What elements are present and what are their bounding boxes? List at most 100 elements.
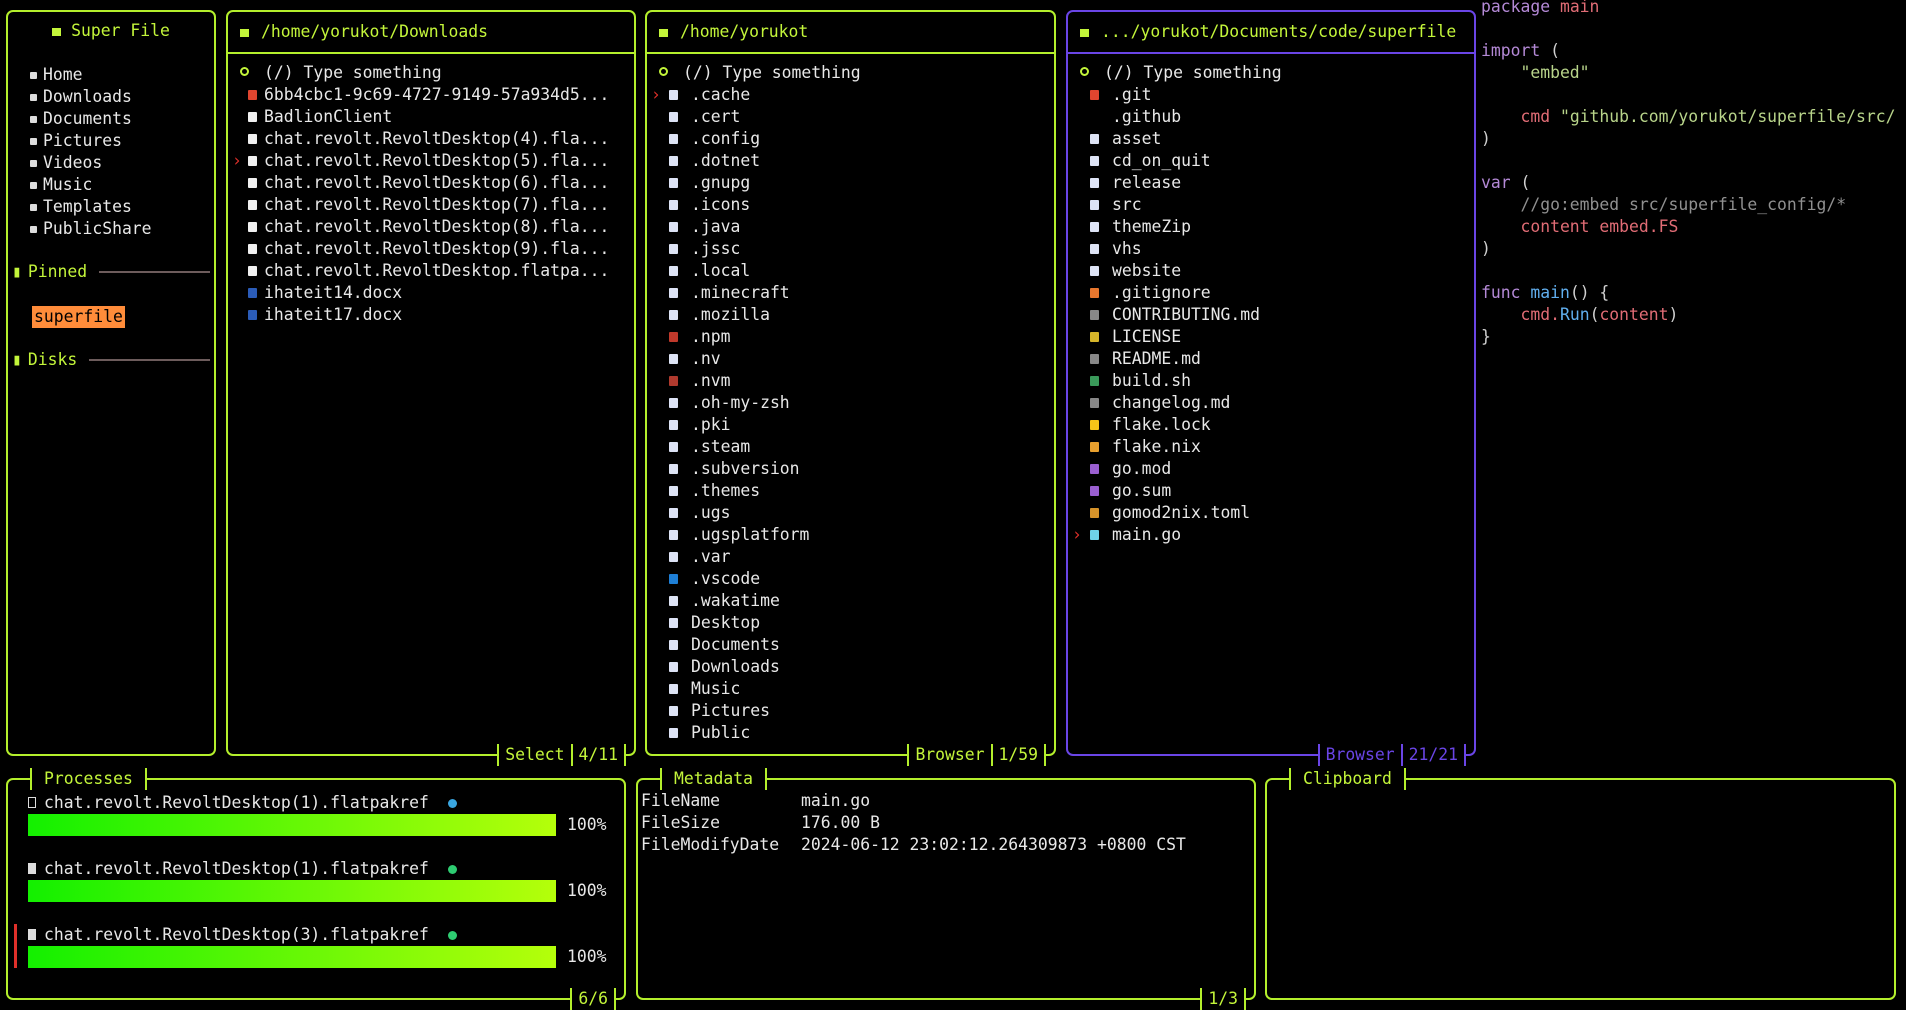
file-item[interactable]: changelog.md <box>1068 392 1474 414</box>
file-item[interactable]: flake.nix <box>1068 436 1474 458</box>
sidebar-item-home[interactable]: Home <box>8 64 214 86</box>
file-icon <box>1090 530 1099 540</box>
sidebar-item-documents[interactable]: Documents <box>8 108 214 130</box>
file-item[interactable]: chat.revolt.RevoltDesktop(8).fla... <box>228 216 634 238</box>
file-item[interactable]: › chat.revolt.RevoltDesktop(5).fla... <box>232 151 610 170</box>
file-item[interactable]: build.sh <box>1068 370 1474 392</box>
file-item[interactable]: .nvm <box>647 370 1054 392</box>
code-token: cmd <box>1481 107 1560 126</box>
file-item[interactable]: .pki <box>647 414 1054 436</box>
file-item[interactable]: CONTRIBUTING.md <box>1068 304 1474 326</box>
file-icon <box>669 90 678 100</box>
file-item[interactable]: .oh-my-zsh <box>647 392 1054 414</box>
file-item[interactable]: Public <box>647 722 1054 744</box>
file-item[interactable]: Desktop <box>647 612 1054 634</box>
file-item[interactable]: .nv <box>647 348 1054 370</box>
file-panel-superfile[interactable]: .../yorukot/Documents/code/superfile (/) … <box>1066 10 1476 766</box>
code-token: ( <box>1589 305 1600 324</box>
sidebar-item-videos[interactable]: Videos <box>8 152 214 174</box>
file-item[interactable]: themeZip <box>1068 216 1474 238</box>
sidebar-item-music[interactable]: Music <box>8 174 214 196</box>
file-item[interactable]: .var <box>647 546 1054 568</box>
code-line: cmd.Run(content) <box>1481 304 1895 326</box>
file-item[interactable]: chat.revolt.RevoltDesktop(9).fla... <box>228 238 634 260</box>
file-item[interactable]: .gnupg <box>647 172 1054 194</box>
file-item[interactable]: .local <box>647 260 1054 282</box>
file-item[interactable]: flake.lock <box>1068 414 1474 436</box>
panel-path: .../yorukot/Documents/code/superfile <box>1068 12 1474 54</box>
file-item[interactable]: .gitignore <box>1068 282 1474 304</box>
file-item[interactable]: Pictures <box>647 700 1054 722</box>
pinned-item[interactable]: superfile <box>32 306 125 328</box>
sidebar-item-pictures[interactable]: Pictures <box>8 130 214 152</box>
metadata-row: FileSize 176.00 B <box>641 812 880 834</box>
file-icon <box>669 156 678 166</box>
file-item[interactable]: .steam <box>647 436 1054 458</box>
file-icon <box>1090 134 1099 144</box>
file-icon <box>669 200 678 210</box>
file-item[interactable]: .subversion <box>647 458 1054 480</box>
paperclip-icon <box>30 204 37 211</box>
file-icon <box>669 376 678 386</box>
sidebar-item-label: Music <box>43 175 93 194</box>
search-input[interactable]: (/) Type something <box>1068 62 1474 84</box>
file-item[interactable]: .java <box>647 216 1054 238</box>
file-item[interactable]: chat.revolt.RevoltDesktop(4).fla... <box>228 128 634 150</box>
file-item[interactable]: .ugsplatform <box>647 524 1054 546</box>
file-item[interactable]: ihateit14.docx <box>228 282 634 304</box>
file-item[interactable]: chat.revolt.RevoltDesktop(7).fla... <box>228 194 634 216</box>
file-item[interactable]: go.mod <box>1068 458 1474 480</box>
file-item[interactable]: ihateit17.docx <box>228 304 634 326</box>
file-item[interactable]: src <box>1068 194 1474 216</box>
sidebar-item-templates[interactable]: Templates <box>8 196 214 218</box>
panel-mode[interactable]: Browser <box>907 744 993 766</box>
file-item[interactable]: .npm <box>647 326 1054 348</box>
file-item[interactable]: .mozilla <box>647 304 1054 326</box>
file-item[interactable]: website <box>1068 260 1474 282</box>
file-item[interactable]: cd_on_quit <box>1068 150 1474 172</box>
file-item[interactable]: Downloads <box>647 656 1054 678</box>
file-item[interactable]: .vscode <box>647 568 1054 590</box>
file-item[interactable]: .dotnet <box>647 150 1054 172</box>
file-item[interactable]: go.sum <box>1068 480 1474 502</box>
panel-mode[interactable]: Browser <box>1317 744 1403 766</box>
file-item[interactable]: 6bb4cbc1-9c69-4727-9149-57a934d5... <box>228 84 634 106</box>
file-item[interactable]: .github <box>1068 106 1474 128</box>
file-panel-downloads[interactable]: /home/yorukot/Downloads (/) Type somethin… <box>226 10 636 766</box>
file-item[interactable]: BadlionClient <box>228 106 634 128</box>
search-input[interactable]: (/) Type something <box>228 62 634 84</box>
file-item[interactable]: .icons <box>647 194 1054 216</box>
file-item[interactable]: README.md <box>1068 348 1474 370</box>
sidebar-item-publicshare[interactable]: PublicShare <box>8 218 214 240</box>
file-item[interactable]: .git <box>1068 84 1474 106</box>
file-item[interactable]: gomod2nix.toml <box>1068 502 1474 524</box>
file-item[interactable]: .minecraft <box>647 282 1054 304</box>
file-icon <box>669 442 678 452</box>
code-line: ) <box>1481 238 1895 260</box>
file-item[interactable]: › main.go <box>1072 525 1182 544</box>
file-item[interactable]: .ugs <box>647 502 1054 524</box>
sidebar-item-downloads[interactable]: Downloads <box>8 86 214 108</box>
file-icon <box>669 222 678 232</box>
metadata-count: 1/3 <box>1200 988 1246 1010</box>
file-item[interactable]: .wakatime <box>647 590 1054 612</box>
file-item[interactable]: .config <box>647 128 1054 150</box>
panel-mode[interactable]: Select <box>497 744 573 766</box>
file-item[interactable]: LICENSE <box>1068 326 1474 348</box>
file-item[interactable]: › .cache <box>651 85 751 104</box>
file-item[interactable]: .cert <box>647 106 1054 128</box>
file-item[interactable]: chat.revolt.RevoltDesktop.flatpa... <box>228 260 634 282</box>
file-item[interactable]: Documents <box>647 634 1054 656</box>
file-item[interactable]: release <box>1068 172 1474 194</box>
process-name: chat.revolt.RevoltDesktop(1).flatpakref <box>44 859 429 878</box>
file-item[interactable]: .jssc <box>647 238 1054 260</box>
search-input[interactable]: (/) Type something <box>647 62 1054 84</box>
file-item[interactable]: chat.revolt.RevoltDesktop(6).fla... <box>228 172 634 194</box>
file-panel-home[interactable]: /home/yorukot (/) Type something › .cache .c… <box>645 10 1056 766</box>
file-item[interactable]: Music <box>647 678 1054 700</box>
file-icon <box>1090 222 1099 232</box>
code-line: func main() { <box>1481 282 1895 304</box>
file-item[interactable]: asset <box>1068 128 1474 150</box>
file-item[interactable]: .themes <box>647 480 1054 502</box>
file-item[interactable]: vhs <box>1068 238 1474 260</box>
